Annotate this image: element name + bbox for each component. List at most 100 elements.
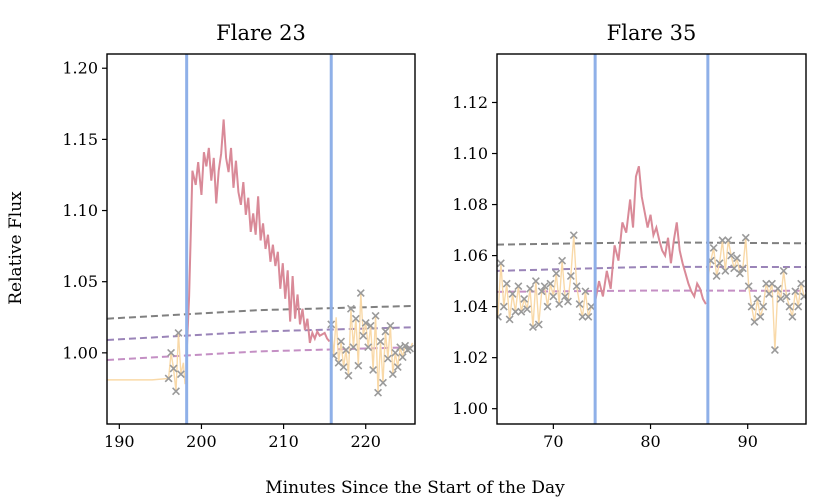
data-point-marker	[715, 259, 724, 268]
data-point-marker	[369, 365, 378, 374]
data-point-marker	[584, 312, 593, 321]
chart-title: Flare 23	[216, 21, 306, 45]
data-point-marker	[733, 254, 741, 263]
y-tick-label: 1.10	[62, 201, 98, 220]
data-point-marker	[794, 302, 803, 311]
data-point-marker	[401, 341, 410, 350]
data-point-marker	[499, 302, 508, 311]
plot-area	[107, 54, 415, 424]
fit-pink-line	[497, 289, 806, 293]
panel-flare-35: 70 80 90 1.00 1.02 1.04 1.06 1.08 1.10 1.12 Flare …	[452, 21, 807, 451]
data-point-marker	[531, 277, 540, 286]
data-point-marker	[176, 370, 185, 379]
y-tick-label: 1.06	[452, 246, 488, 265]
data-point-marker	[718, 236, 727, 245]
data-point-marker	[537, 287, 546, 296]
data-point-marker	[169, 364, 178, 373]
y-tick-label: 1.20	[62, 59, 98, 78]
data-point-marker	[406, 344, 415, 353]
data-point-marker	[497, 312, 502, 321]
data-point-marker	[511, 307, 520, 316]
data-point-marker	[759, 302, 768, 311]
data-point-marker	[383, 354, 392, 363]
data-point-marker	[797, 279, 806, 288]
data-point-marker	[172, 387, 180, 396]
x-tick-label: 90	[738, 432, 758, 451]
data-point-marker	[167, 348, 176, 357]
fit-purple-line	[497, 265, 806, 272]
data-point-marker	[523, 305, 532, 314]
data-point-marker	[587, 302, 596, 311]
data-point-marker	[788, 312, 797, 321]
axes-frame	[106, 53, 416, 425]
x-tick-label: 80	[640, 432, 660, 451]
data-point-marker	[342, 346, 350, 354]
axes-frame	[496, 53, 807, 425]
data-point-marker	[773, 284, 782, 293]
quiet-line	[707, 237, 805, 351]
data-point-marker	[376, 337, 385, 346]
fit-gray-line	[107, 304, 415, 320]
data-point-marker	[534, 320, 543, 329]
data-point-marker	[721, 266, 730, 275]
data-point-marker	[339, 363, 348, 372]
data-point-marker	[398, 353, 407, 362]
data-point-marker	[555, 300, 564, 309]
data-point-marker	[528, 323, 537, 332]
flare-line	[185, 119, 331, 353]
data-point-marker	[543, 302, 552, 311]
y-tick-label: 1.10	[452, 144, 488, 163]
data-point-marker	[337, 337, 346, 346]
data-point-marker	[502, 279, 511, 288]
data-point-marker	[359, 331, 368, 340]
data-point-marker	[374, 388, 383, 397]
y-tick-label: 1.12	[452, 93, 488, 112]
data-point-marker	[371, 311, 380, 320]
data-point-marker	[517, 307, 526, 316]
data-point-marker	[388, 370, 397, 379]
data-point-marker	[744, 282, 753, 291]
quiet-line	[107, 332, 186, 392]
data-point-marker	[393, 363, 402, 372]
data-point-marker	[540, 282, 549, 291]
y-tick-label: 1.00	[62, 343, 98, 362]
data-point-marker	[174, 328, 183, 337]
y-tick-label: 1.15	[62, 130, 98, 149]
data-point-marker	[344, 371, 353, 380]
data-point-marker	[563, 297, 572, 306]
data-point-marker	[566, 272, 575, 280]
y-tick-label: 1.08	[452, 195, 488, 214]
plot-area	[497, 54, 806, 424]
data-point-marker	[753, 294, 762, 303]
fit-pink-line	[107, 346, 415, 361]
data-point-marker	[351, 314, 360, 323]
x-tick-label: 200	[186, 432, 217, 451]
quiet-line	[330, 293, 414, 393]
data-point-marker	[782, 292, 791, 301]
data-point-marker	[575, 300, 584, 309]
data-point-marker	[549, 292, 558, 301]
data-point-marker	[505, 315, 514, 324]
flare-line	[594, 166, 707, 305]
data-point-marker	[366, 321, 375, 330]
chart-title: Flare 35	[607, 21, 697, 45]
fit-gray-line	[497, 241, 806, 246]
data-point-marker	[364, 343, 373, 352]
data-point-marker	[569, 231, 578, 240]
data-point-marker	[164, 374, 173, 383]
data-point-marker	[581, 287, 590, 296]
panel-flare-23: 190 200 210 220 1.00 1.05 1.10 1.15 1.20 Flare 23	[62, 21, 416, 451]
data-point-marker	[724, 236, 733, 245]
data-point-marker	[747, 302, 756, 311]
data-point-marker	[735, 269, 744, 278]
data-point-marker	[349, 343, 358, 352]
y-tick-label: 1.04	[452, 297, 488, 316]
quiet-line	[497, 235, 595, 328]
data-point-marker	[776, 294, 785, 303]
data-point-marker	[354, 361, 363, 370]
data-point-marker	[756, 312, 765, 321]
x-axis-label: Minutes Since the Start of the Day	[265, 478, 565, 498]
y-tick-label: 1.02	[452, 348, 488, 367]
y-axis-label: Relative Flux	[6, 191, 26, 305]
